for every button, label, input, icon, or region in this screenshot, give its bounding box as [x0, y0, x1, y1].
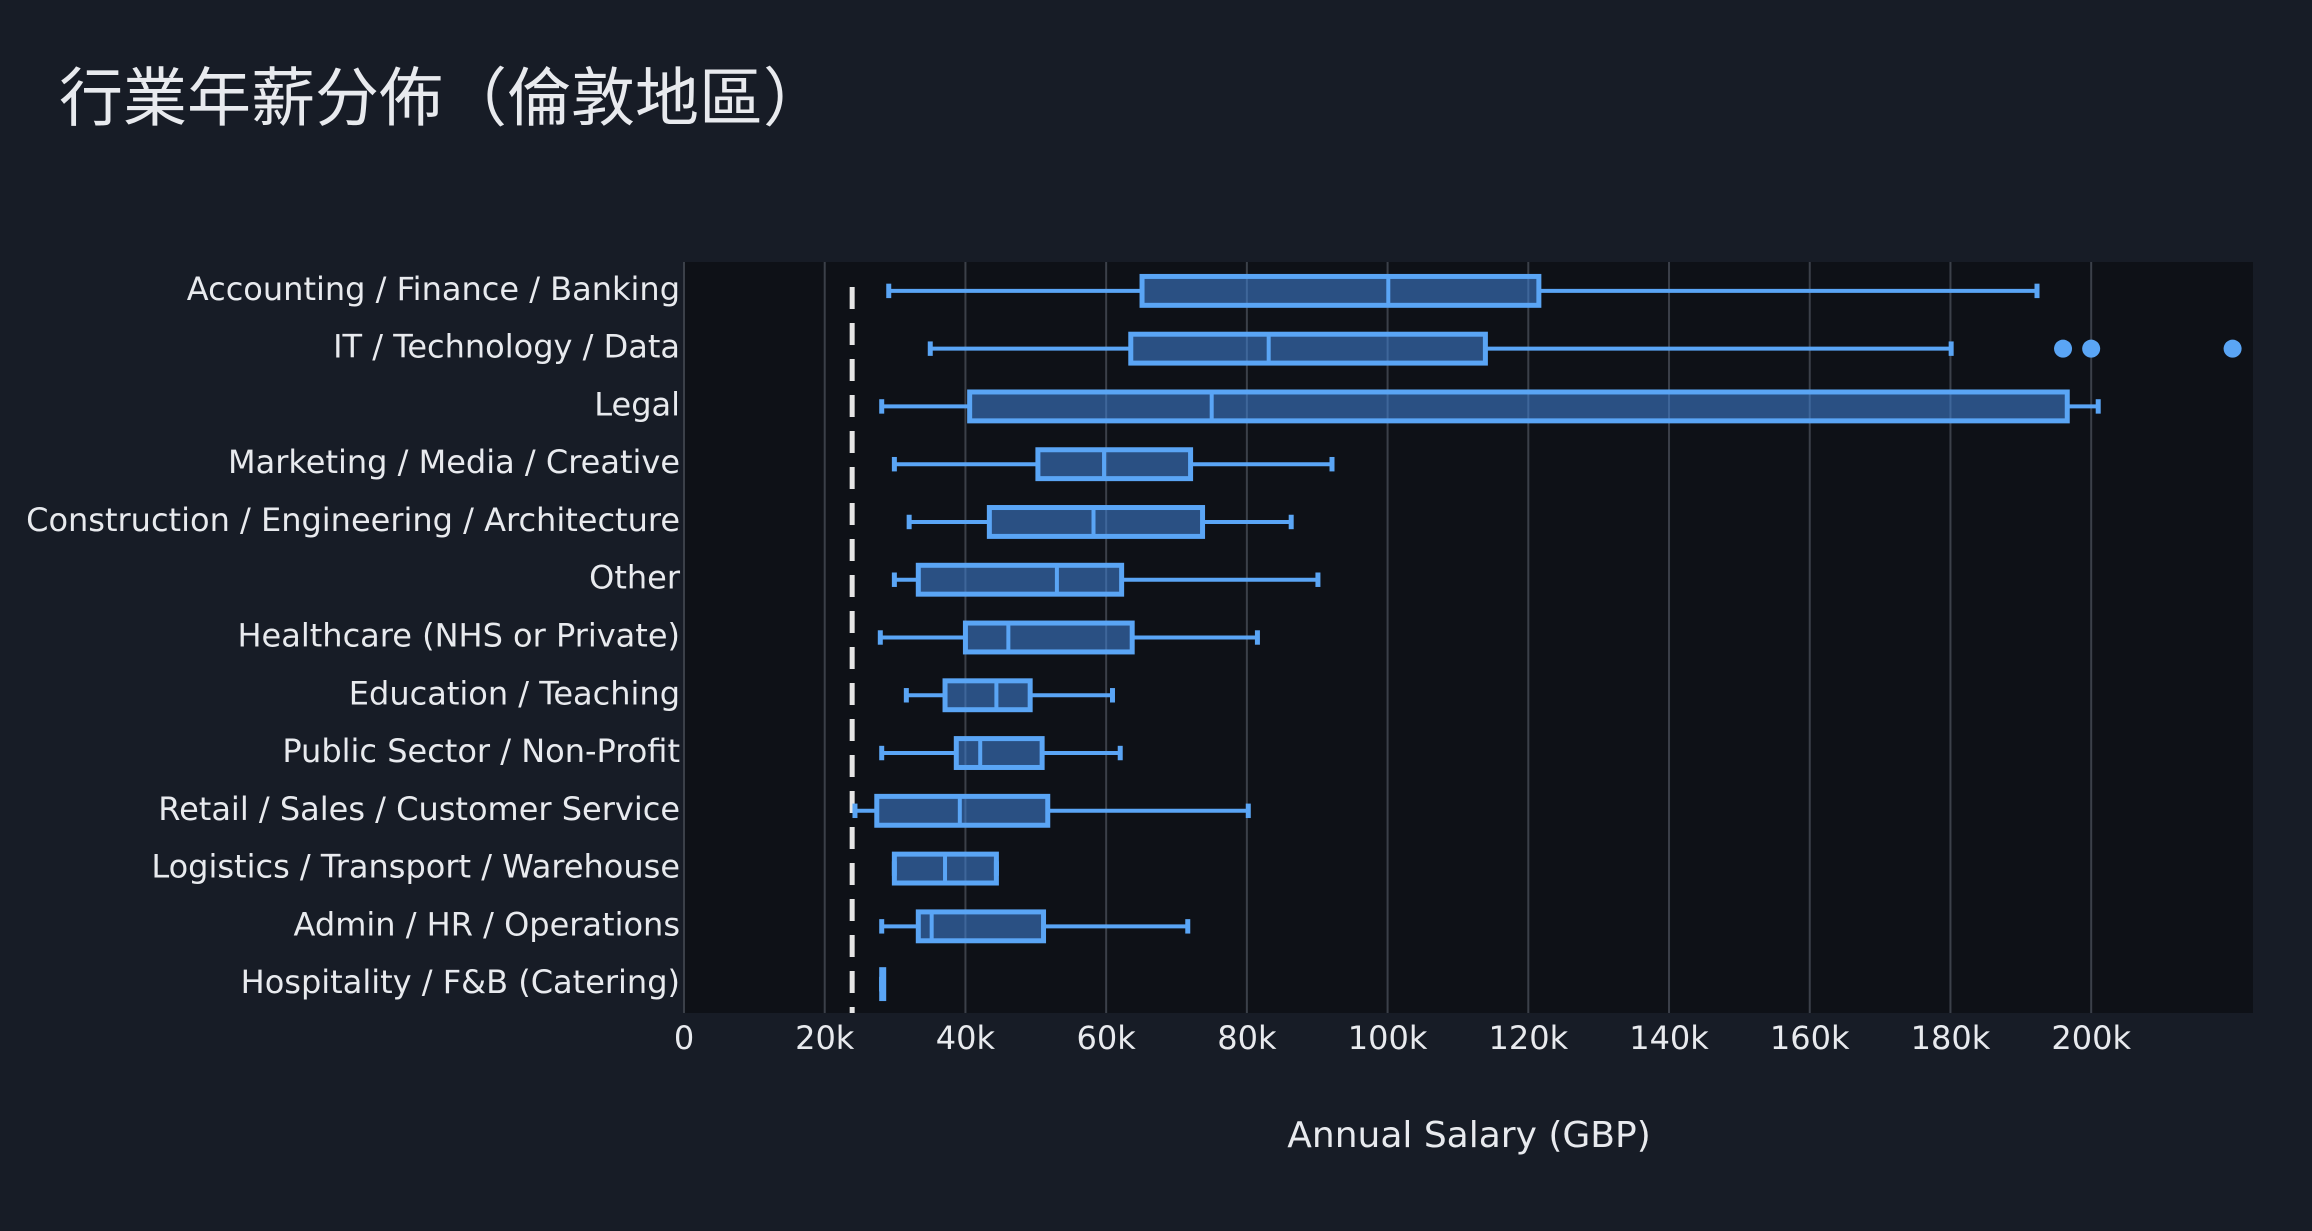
box — [942, 678, 1033, 713]
y-tick-label: Education / Teaching — [349, 674, 680, 712]
y-tick-label: Logistics / Transport / Warehouse — [151, 848, 680, 886]
y-tick-label: Construction / Engineering / Architectur… — [26, 501, 680, 539]
y-tick-label: Public Sector / Non-Profit — [282, 732, 680, 770]
box — [1035, 447, 1194, 482]
x-tick-label: 60k — [1077, 1019, 1137, 1057]
box — [915, 909, 1047, 944]
box — [1139, 273, 1542, 308]
x-tick-label: 140k — [1629, 1019, 1709, 1057]
y-tick-label: Retail / Sales / Customer Service — [158, 790, 680, 828]
box — [915, 562, 1125, 597]
outlier — [2223, 339, 2242, 358]
x-tick-label: 200k — [2051, 1019, 2131, 1057]
x-tick-label: 20k — [795, 1019, 855, 1057]
y-tick-label: Accounting / Finance / Banking — [187, 270, 680, 308]
box — [874, 793, 1051, 828]
x-tick-label: 40k — [936, 1019, 996, 1057]
x-axis-title: Annual Salary (GBP) — [1287, 1115, 1651, 1156]
y-tick-label: Hospitality / F&B (Catering) — [241, 963, 680, 1001]
y-tick-label: Marketing / Media / Creative — [228, 443, 680, 481]
outlier — [2054, 339, 2073, 358]
x-tick-label: 80k — [1217, 1019, 1277, 1057]
y-tick-label: Legal — [594, 385, 680, 423]
chart-title: 行業年薪分佈（倫敦地區） — [59, 63, 827, 137]
y-tick-label: Admin / HR / Operations — [294, 905, 680, 943]
y-tick-label: IT / Technology / Data — [333, 328, 680, 366]
box — [953, 736, 1045, 770]
y-tick-label: Healthcare (NHS or Private) — [237, 617, 680, 655]
box — [967, 389, 2070, 424]
x-tick-label: 120k — [1489, 1019, 1569, 1057]
box — [962, 620, 1135, 655]
y-tick-label: Other — [589, 559, 681, 597]
outlier — [2082, 339, 2101, 358]
box — [986, 505, 1206, 539]
x-tick-label: 100k — [1348, 1019, 1428, 1057]
x-tick-label: 180k — [1911, 1019, 1991, 1057]
x-tick-label: 0 — [674, 1019, 694, 1057]
x-tick-label: 160k — [1770, 1019, 1850, 1057]
box — [1128, 331, 1488, 366]
